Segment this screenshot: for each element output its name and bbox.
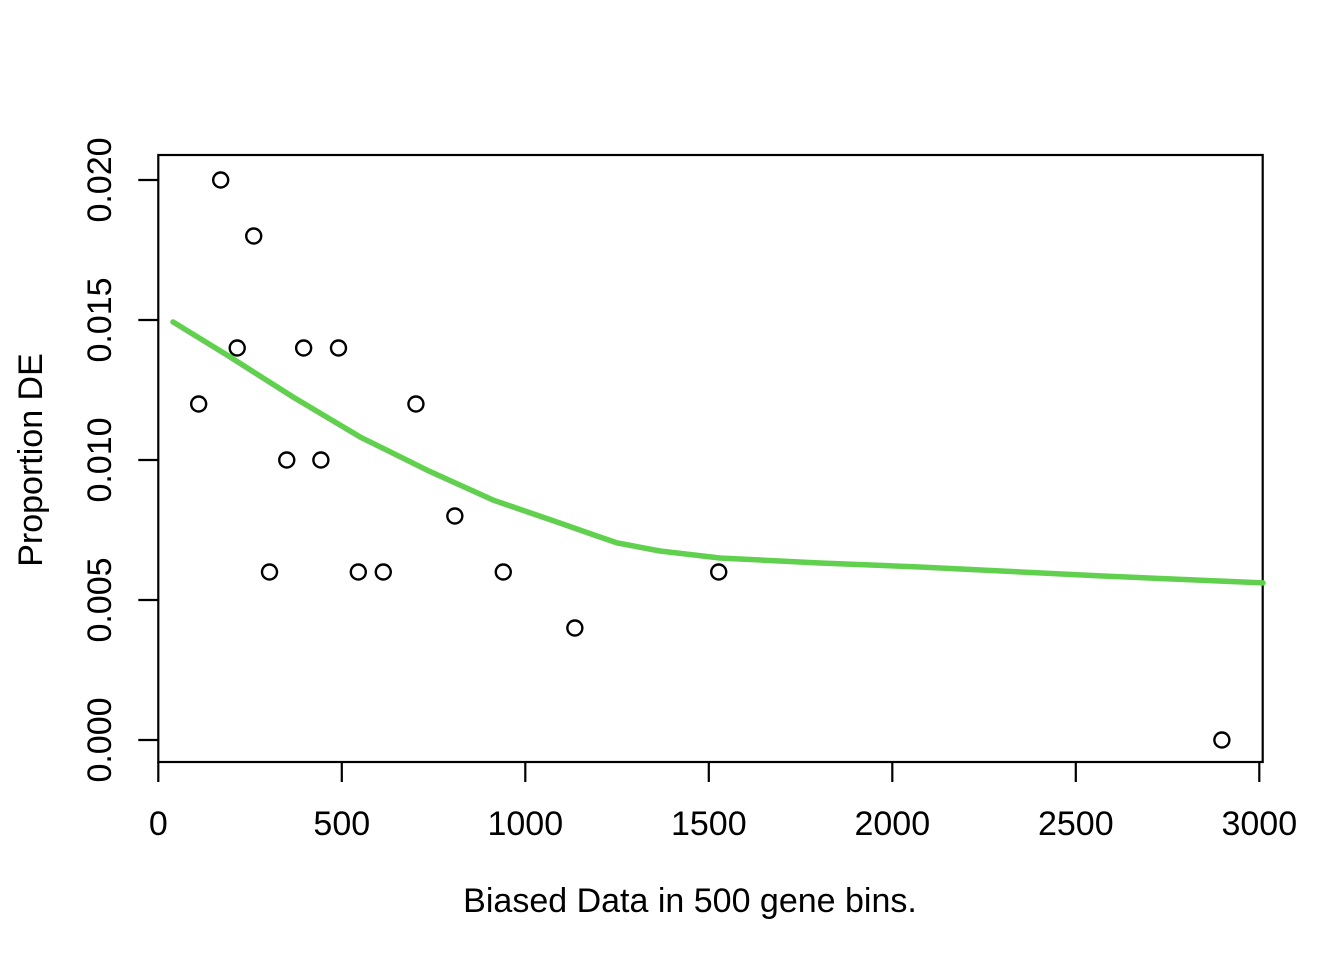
x-axis-ticks: 0 500 1000 1500 2000 2500 3000 xyxy=(149,762,1297,843)
y-tick-label: 0.000 xyxy=(81,697,119,782)
x-tick-label: 2000 xyxy=(854,805,930,843)
x-tick-label: 0 xyxy=(149,805,168,843)
x-tick-label: 500 xyxy=(313,805,370,843)
data-point xyxy=(312,451,330,469)
data-point xyxy=(294,339,313,357)
y-tick-label: 0.015 xyxy=(81,277,119,362)
data-point xyxy=(278,451,296,469)
data-point xyxy=(211,171,230,189)
x-axis-title: Biased Data in 500 gene bins. xyxy=(463,882,917,920)
data-point xyxy=(349,563,368,581)
y-axis-ticks: 0.000 0.005 0.010 0.015 0.020 xyxy=(81,137,159,783)
y-tick-label: 0.010 xyxy=(81,417,119,502)
data-point xyxy=(189,395,208,413)
data-point xyxy=(1213,731,1231,749)
data-point xyxy=(407,395,425,413)
data-point xyxy=(245,227,263,245)
x-tick-label: 2500 xyxy=(1038,805,1114,843)
data-points xyxy=(189,171,1231,749)
plot-box-border xyxy=(157,153,1264,764)
x-tick-label: 3000 xyxy=(1221,805,1297,843)
data-point xyxy=(566,619,584,637)
y-tick-label: 0.005 xyxy=(81,557,119,642)
data-point xyxy=(374,563,392,581)
trend-line xyxy=(170,319,1266,586)
data-point xyxy=(228,339,246,357)
y-tick-label: 0.020 xyxy=(81,137,119,222)
x-tick-label: 1000 xyxy=(487,805,563,843)
data-point xyxy=(446,507,464,525)
data-point xyxy=(494,563,512,581)
data-point xyxy=(329,339,348,357)
data-point xyxy=(710,563,728,581)
y-axis-title: Proportion DE xyxy=(12,353,50,567)
data-point xyxy=(260,563,279,581)
x-tick-label: 1500 xyxy=(671,805,747,843)
